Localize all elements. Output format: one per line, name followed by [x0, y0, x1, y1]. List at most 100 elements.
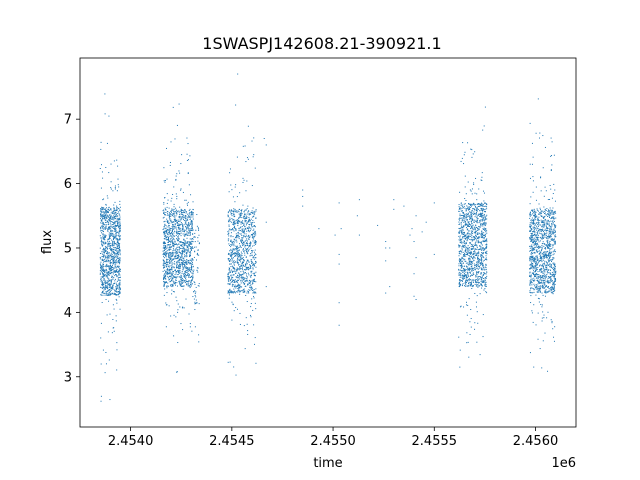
data-point	[107, 281, 109, 283]
data-point	[174, 270, 176, 272]
data-point	[176, 210, 178, 212]
data-point	[245, 294, 247, 296]
data-point	[119, 261, 121, 263]
data-point	[466, 279, 468, 281]
data-point	[108, 255, 110, 257]
data-point	[181, 277, 183, 279]
data-point	[173, 242, 175, 244]
data-point	[473, 256, 475, 258]
data-point	[466, 208, 468, 210]
data-point	[468, 235, 470, 237]
data-point	[115, 238, 117, 240]
data-point	[250, 276, 252, 278]
data-point	[475, 264, 477, 266]
data-point	[250, 223, 252, 225]
data-point	[167, 241, 169, 243]
data-point	[458, 210, 460, 212]
data-point	[176, 257, 178, 259]
data-point	[166, 262, 168, 264]
data-point	[100, 395, 102, 397]
data-point	[475, 306, 477, 308]
data-point	[188, 215, 190, 217]
data-point	[485, 240, 487, 242]
data-point	[165, 246, 167, 248]
data-point	[470, 317, 472, 319]
data-point	[538, 137, 540, 139]
data-point	[115, 315, 117, 317]
data-point	[458, 255, 460, 257]
data-point	[483, 274, 484, 276]
data-point	[188, 268, 190, 270]
data-point	[119, 287, 121, 289]
data-point	[241, 230, 243, 232]
data-point	[115, 294, 117, 296]
data-point	[165, 247, 167, 249]
data-point	[544, 215, 546, 217]
data-point	[166, 285, 168, 287]
data-point	[538, 260, 540, 262]
data-point	[177, 222, 178, 223]
data-point	[481, 287, 483, 289]
data-point	[249, 220, 251, 222]
data-point	[470, 284, 472, 286]
data-point	[188, 221, 190, 223]
data-point	[108, 279, 110, 281]
data-point	[553, 290, 555, 292]
data-point	[166, 273, 168, 275]
data-point	[471, 262, 473, 264]
data-point	[162, 242, 164, 244]
data-point	[113, 261, 115, 263]
data-point	[172, 280, 174, 282]
data-point	[481, 179, 483, 181]
data-point	[185, 269, 187, 271]
data-point	[462, 233, 464, 235]
data-point	[171, 264, 173, 266]
data-point	[115, 237, 117, 239]
data-point	[166, 263, 168, 265]
data-point	[468, 223, 470, 225]
data-point	[232, 284, 234, 286]
data-point	[537, 219, 539, 221]
data-point	[245, 272, 247, 274]
data-point	[190, 275, 192, 277]
data-point	[474, 254, 476, 256]
data-point	[104, 221, 106, 223]
data-point	[483, 234, 485, 236]
data-point	[481, 233, 483, 235]
data-point	[229, 290, 231, 292]
data-point	[254, 263, 256, 265]
data-point	[480, 284, 482, 286]
data-point	[166, 263, 168, 265]
data-point	[195, 229, 197, 231]
data-point	[163, 274, 165, 276]
data-point	[252, 237, 254, 239]
data-point	[107, 197, 109, 199]
data-point	[476, 244, 478, 246]
data-point	[480, 254, 482, 256]
data-point	[233, 252, 235, 254]
data-point	[180, 283, 182, 285]
data-point	[179, 285, 181, 287]
data-point	[113, 207, 115, 209]
data-point	[249, 244, 251, 246]
data-point	[250, 260, 252, 262]
data-point	[116, 269, 118, 271]
data-point	[233, 279, 235, 281]
data-point	[173, 249, 175, 251]
data-point	[115, 274, 117, 276]
data-point	[102, 279, 104, 281]
data-point	[181, 224, 183, 226]
data-point	[236, 239, 238, 241]
data-point	[233, 310, 235, 312]
data-point	[101, 227, 103, 229]
data-point	[462, 225, 464, 227]
data-point	[484, 269, 486, 271]
data-point	[235, 287, 237, 289]
data-point	[466, 229, 468, 231]
data-point	[184, 242, 186, 244]
data-point	[484, 211, 486, 213]
data-point	[542, 267, 544, 269]
data-point	[229, 277, 230, 279]
data-point	[100, 280, 102, 282]
